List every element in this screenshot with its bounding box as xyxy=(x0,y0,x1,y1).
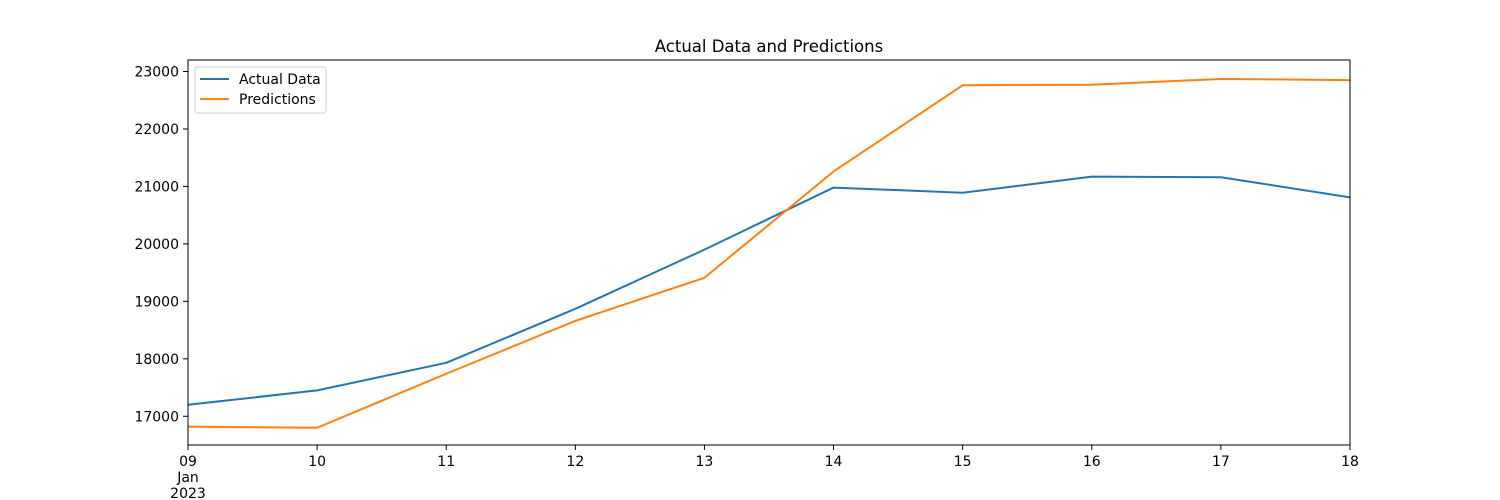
series-layer xyxy=(187,77,1351,429)
legend: Actual Data Predictions xyxy=(194,66,327,114)
x-tick-label: 10 xyxy=(308,454,326,470)
y-tick-label: 21000 xyxy=(134,179,179,195)
x-tick-label: 13 xyxy=(696,454,714,470)
series-line-predictions xyxy=(187,77,1351,429)
plot-frame xyxy=(187,59,1351,446)
x-tick-label: 11 xyxy=(437,454,455,470)
y-tick-label: 18000 xyxy=(134,352,179,368)
y-axis: 17000 18000 19000 20000 21000 22000 23000 xyxy=(134,64,188,425)
y-tick-label: 17000 xyxy=(134,409,179,425)
x-tick-label: 18 xyxy=(1341,454,1359,470)
x-tick-label: 17 xyxy=(1212,454,1230,470)
x-tick-label: 09 xyxy=(179,454,197,470)
x-tick-label: 14 xyxy=(825,454,843,470)
x-tick-label: 12 xyxy=(566,454,584,470)
x-tick-label: 15 xyxy=(954,454,972,470)
y-tick-label: 22000 xyxy=(134,122,179,138)
x-tick-sublabel: Jan xyxy=(176,470,199,486)
y-tick-label: 19000 xyxy=(134,294,179,310)
series-line-actual-data xyxy=(187,175,1351,406)
legend-label-predictions: Predictions xyxy=(239,92,316,108)
legend-label-actual-data: Actual Data xyxy=(239,72,321,88)
y-tick-label: 20000 xyxy=(134,237,179,253)
x-tick-label: 16 xyxy=(1083,454,1101,470)
x-tick-sublabel: 2023 xyxy=(170,486,206,500)
y-tick-label: 23000 xyxy=(134,64,179,80)
chart-title: Actual Data and Predictions xyxy=(655,37,883,56)
